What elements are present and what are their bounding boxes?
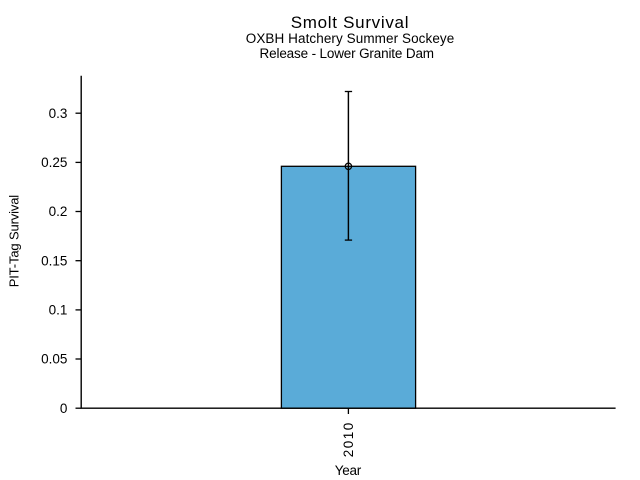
svg-text:0.25: 0.25 xyxy=(41,155,67,170)
svg-text:2010: 2010 xyxy=(341,423,356,458)
svg-text:Year: Year xyxy=(335,463,362,478)
svg-text:PIT-Tag Survival: PIT-Tag Survival xyxy=(7,195,22,288)
svg-text:0.05: 0.05 xyxy=(41,352,67,367)
svg-text:OXBH Hatchery Summer Sockeye: OXBH Hatchery Summer Sockeye xyxy=(246,31,455,46)
svg-text:0.3: 0.3 xyxy=(49,106,68,121)
svg-text:0.2: 0.2 xyxy=(49,204,68,219)
svg-text:0: 0 xyxy=(60,401,68,416)
svg-text:0.15: 0.15 xyxy=(41,253,67,268)
svg-text:0.1: 0.1 xyxy=(49,303,68,318)
svg-text:Smolt Survival: Smolt Survival xyxy=(291,13,409,32)
svg-text:Release - Lower Granite Dam: Release - Lower Granite Dam xyxy=(260,46,435,61)
